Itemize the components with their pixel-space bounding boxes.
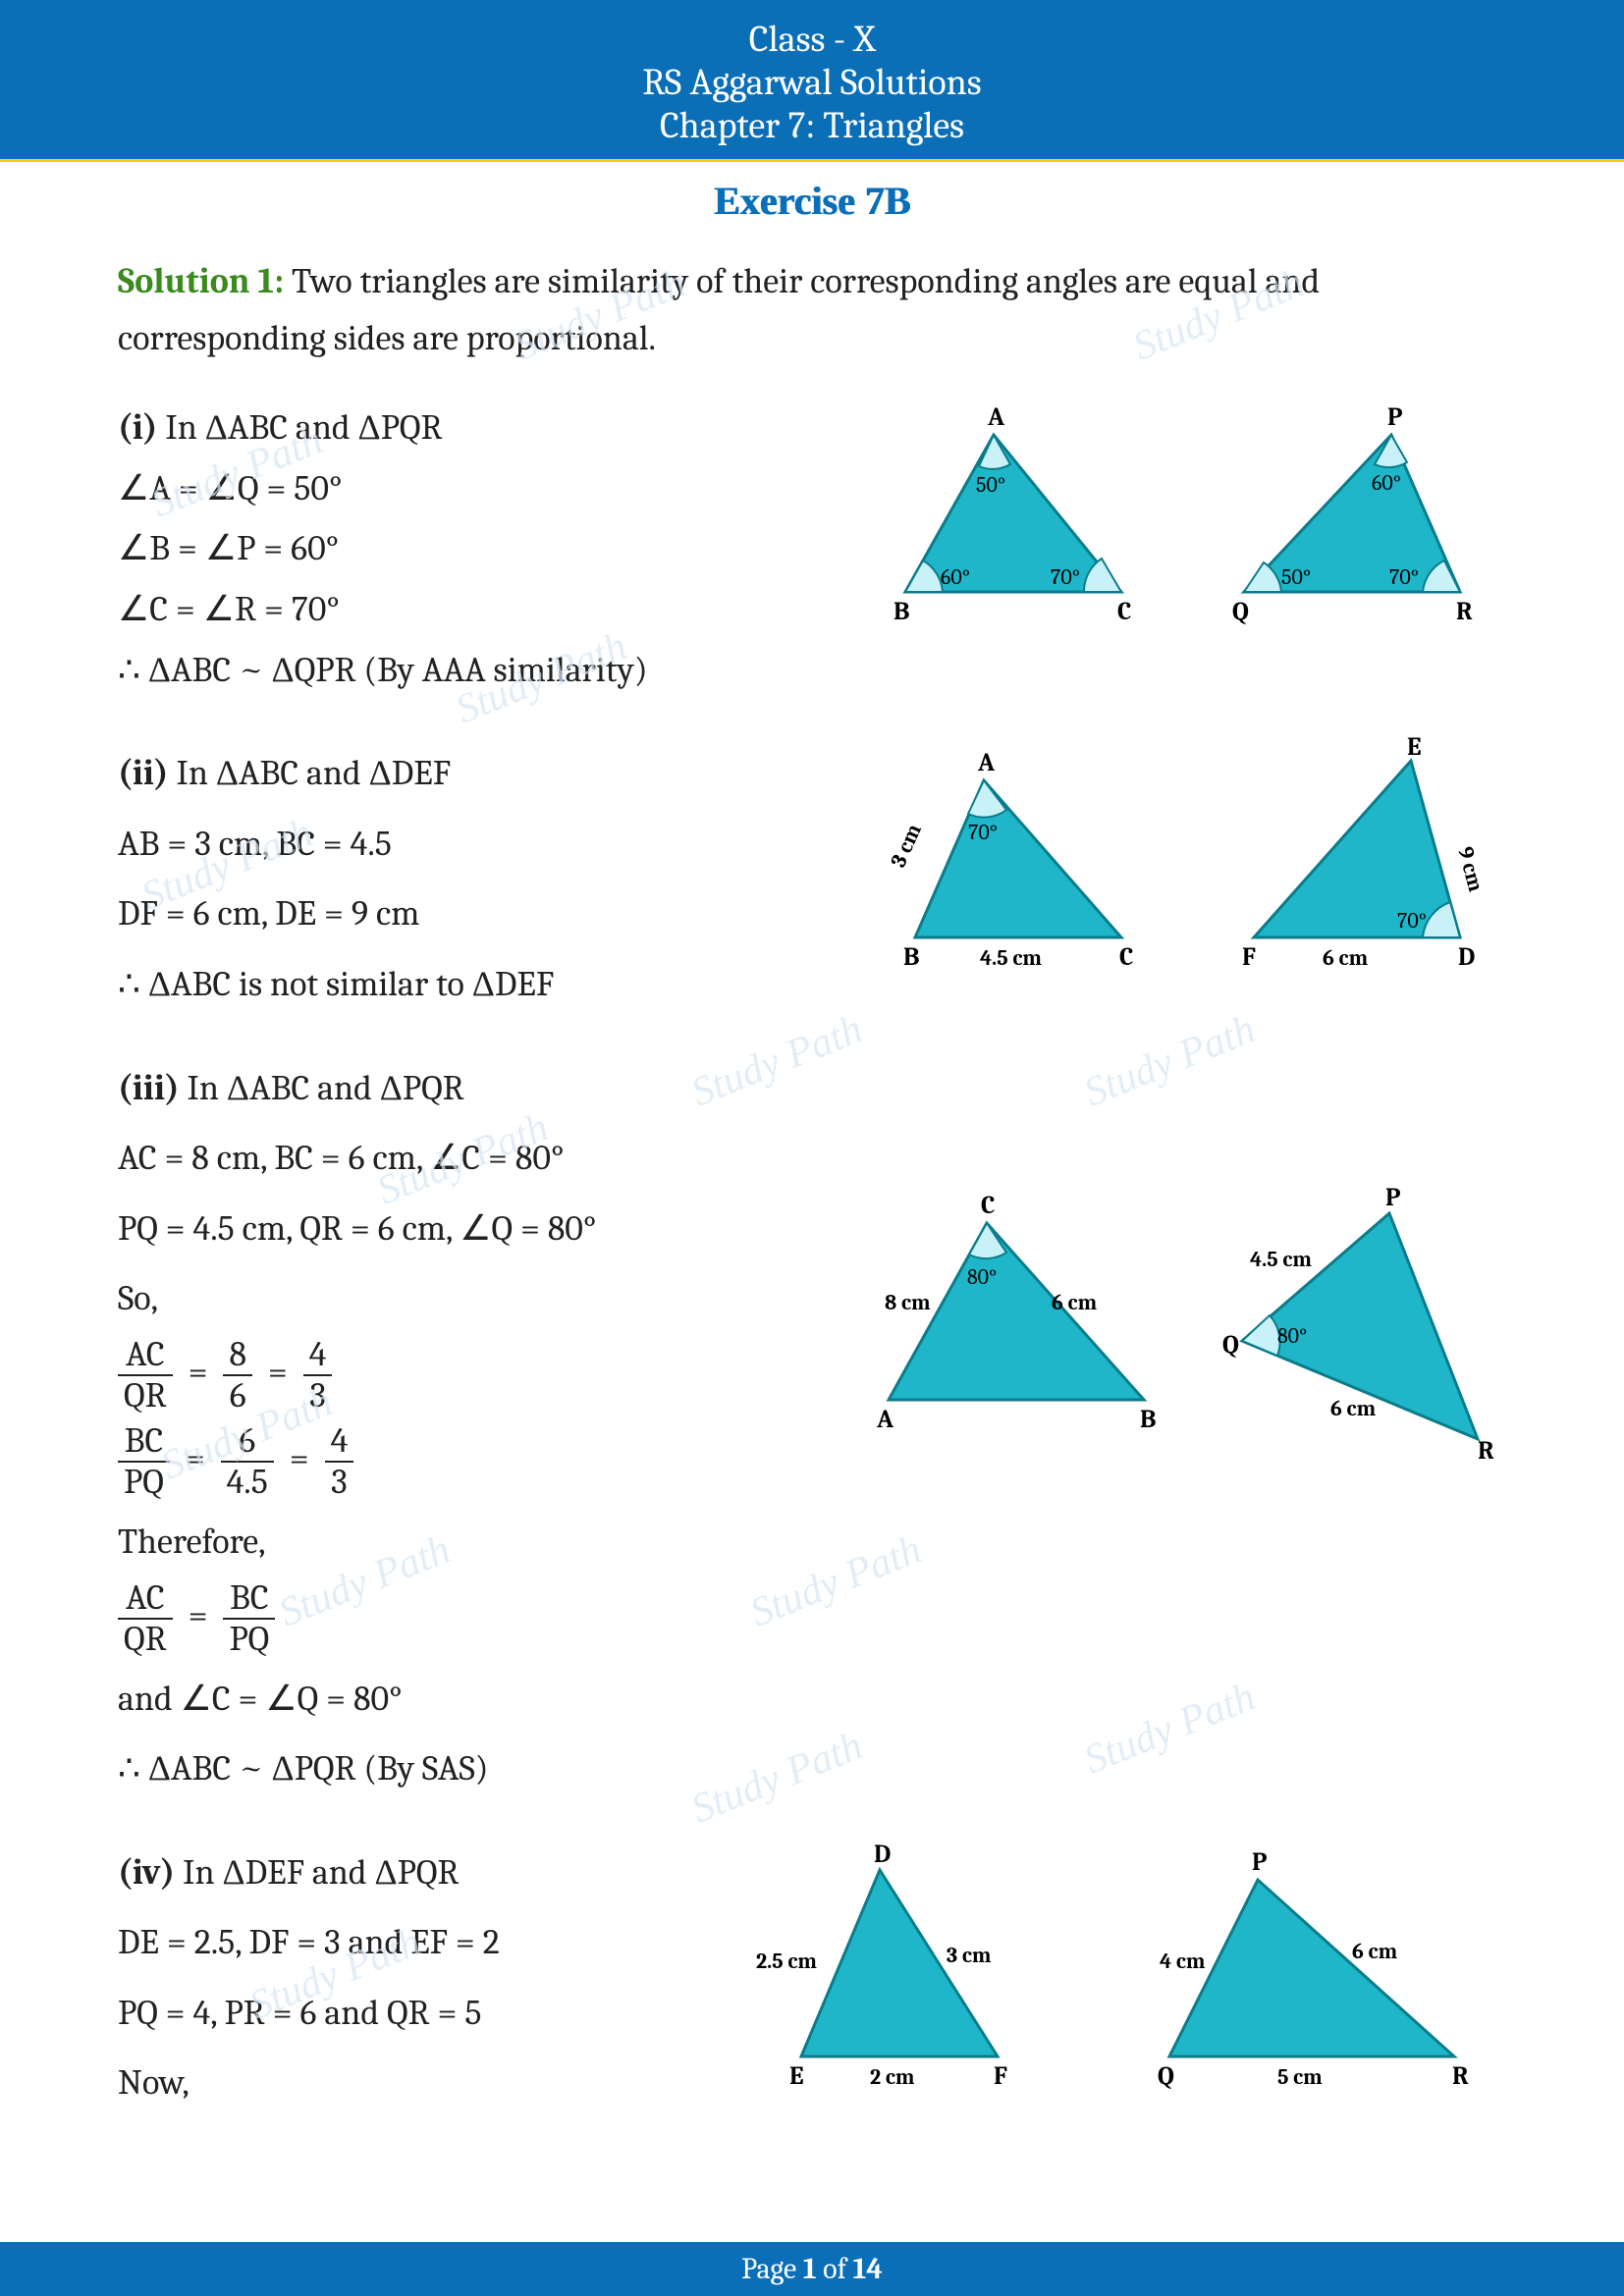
svg-text:Q: Q	[1158, 2061, 1174, 2091]
svg-text:4.5 cm: 4.5 cm	[1250, 1247, 1312, 1272]
svg-text:2.5 cm: 2.5 cm	[756, 1949, 817, 1974]
svg-text:C: C	[1119, 942, 1133, 972]
part-i-figures: A B C 50° 60° 70° P Q R 60° 50° 70°	[859, 396, 1506, 631]
part-ii-row: (ii) In ΔABC and ΔDEF AB = 3 cm, BC = 4.…	[118, 741, 1506, 1016]
svg-text:2 cm: 2 cm	[870, 2064, 915, 2090]
svg-text:6 cm: 6 cm	[1323, 945, 1369, 971]
svg-text:F: F	[994, 2061, 1007, 2091]
part-iii-figures: C A B 80° 8 cm 6 cm P Q R 80° 4.5 cm 6 c…	[859, 1056, 1517, 1459]
frac-equality: ACQR = BCPQ	[118, 1580, 839, 1657]
svg-text:Q: Q	[1222, 1330, 1239, 1360]
page-header: Class - X RS Aggarwal Solutions Chapter …	[0, 0, 1624, 162]
svg-text:P: P	[1385, 1183, 1400, 1212]
svg-text:50°: 50°	[976, 472, 1005, 498]
svg-text:6 cm: 6 cm	[1330, 1396, 1377, 1421]
svg-text:D: D	[874, 1840, 891, 1869]
svg-text:80°: 80°	[1277, 1323, 1307, 1349]
part-iv-row: (iv) In ΔDEF and ΔPQR DE = 2.5, DF = 3 a…	[118, 1841, 1506, 2115]
part-ii-figures: A B C 70° 3 cm 4.5 cm E F D 70° 9 cm 6 c…	[859, 741, 1506, 977]
svg-text:70°: 70°	[968, 820, 998, 845]
svg-text:9 cm: 9 cm	[1452, 844, 1489, 895]
intro-text: Two triangles are similarity of their co…	[118, 261, 1320, 358]
svg-text:B: B	[903, 942, 919, 972]
svg-text:5 cm: 5 cm	[1277, 2064, 1323, 2090]
svg-text:P: P	[1387, 402, 1402, 432]
intro-paragraph: Solution 1: Two triangles are similarity…	[118, 253, 1506, 366]
svg-text:F: F	[1242, 942, 1256, 972]
svg-text:C: C	[1117, 597, 1131, 626]
svg-text:80°: 80°	[967, 1264, 997, 1290]
exercise-title: Exercise 7B	[0, 178, 1624, 224]
svg-text:A: A	[977, 748, 996, 777]
triangle-abc-iii: C A B 80° 8 cm 6 cm	[859, 1184, 1173, 1439]
header-class: Class - X	[0, 18, 1624, 61]
part-i-label: (i)	[118, 407, 157, 448]
svg-text:6 cm: 6 cm	[1052, 1290, 1098, 1315]
svg-text:R: R	[1452, 2061, 1469, 2091]
triangle-pqr-i: P Q R 60° 50° 70°	[1205, 396, 1499, 631]
svg-text:P: P	[1252, 1847, 1267, 1877]
triangle-pqr-iv: P Q R 4 cm 6 cm 5 cm	[1130, 1841, 1484, 2096]
part-iv-figures: D E F 2.5 cm 3 cm 2 cm P Q R 4 cm 6 cm 5…	[721, 1841, 1506, 2096]
svg-text:B: B	[1140, 1405, 1156, 1434]
page-footer: Page 1 of 14	[0, 2242, 1624, 2296]
svg-text:3 cm: 3 cm	[947, 1943, 992, 1968]
svg-text:70°: 70°	[1397, 908, 1427, 934]
svg-text:E: E	[1407, 732, 1422, 762]
triangle-abc-i: A B C 50° 60° 70°	[866, 396, 1161, 631]
svg-text:3 cm: 3 cm	[886, 820, 927, 872]
part-iii-label: (iii)	[118, 1068, 180, 1108]
part-ii-text: (ii) In ΔABC and ΔDEF AB = 3 cm, BC = 4.…	[118, 741, 839, 1016]
part-iii-row: (iii) In ΔABC and ΔPQR AC = 8 cm, BC = 6…	[118, 1056, 1506, 1801]
svg-text:A: A	[987, 402, 1005, 432]
frac-bc-pq: BCPQ = 64.5 = 43	[118, 1423, 839, 1500]
part-i-row: (i) In ΔABC and ΔPQR ∠A = ∠Q = 50° ∠B = …	[118, 396, 1506, 702]
svg-text:70°: 70°	[1389, 564, 1419, 590]
header-chapter: Chapter 7: Triangles	[0, 104, 1624, 147]
svg-text:60°: 60°	[1372, 470, 1401, 496]
frac-ac-qr: ACQR = 86 = 43	[118, 1337, 839, 1414]
part-iv-text: (iv) In ΔDEF and ΔPQR DE = 2.5, DF = 3 a…	[118, 1841, 701, 2115]
svg-text:50°: 50°	[1281, 564, 1311, 590]
svg-text:4.5 cm: 4.5 cm	[980, 945, 1042, 971]
triangle-pqr-iii: P Q R 80° 4.5 cm 6 cm	[1203, 1184, 1517, 1459]
svg-text:E: E	[789, 2061, 804, 2091]
solution-label: Solution 1:	[118, 261, 284, 301]
svg-text:B: B	[893, 597, 909, 626]
triangle-def-ii: E F D 70° 9 cm 6 cm	[1205, 741, 1499, 977]
svg-text:C: C	[981, 1191, 995, 1220]
svg-text:R: R	[1478, 1436, 1494, 1466]
part-iv-label: (iv)	[118, 1852, 175, 1893]
svg-text:4 cm: 4 cm	[1160, 1949, 1206, 1974]
svg-text:70°: 70°	[1051, 564, 1080, 590]
part-iii-text: (iii) In ΔABC and ΔPQR AC = 8 cm, BC = 6…	[118, 1056, 839, 1801]
header-book: RS Aggarwal Solutions	[0, 61, 1624, 104]
page-content: Study Path Study Path Study Path Study P…	[0, 224, 1624, 2115]
svg-text:D: D	[1458, 942, 1475, 972]
part-i-text: (i) In ΔABC and ΔPQR ∠A = ∠Q = 50° ∠B = …	[118, 396, 839, 702]
triangle-def-iv: D E F 2.5 cm 3 cm 2 cm	[742, 1841, 1056, 2096]
svg-text:A: A	[876, 1405, 894, 1434]
svg-text:60°: 60°	[941, 564, 970, 590]
svg-text:6 cm: 6 cm	[1352, 1939, 1398, 1964]
svg-text:R: R	[1456, 597, 1473, 626]
svg-text:8 cm: 8 cm	[885, 1290, 931, 1315]
svg-text:Q: Q	[1232, 597, 1249, 626]
part-ii-label: (ii)	[118, 753, 169, 793]
triangle-abc-ii: A B C 70° 3 cm 4.5 cm	[866, 741, 1161, 977]
